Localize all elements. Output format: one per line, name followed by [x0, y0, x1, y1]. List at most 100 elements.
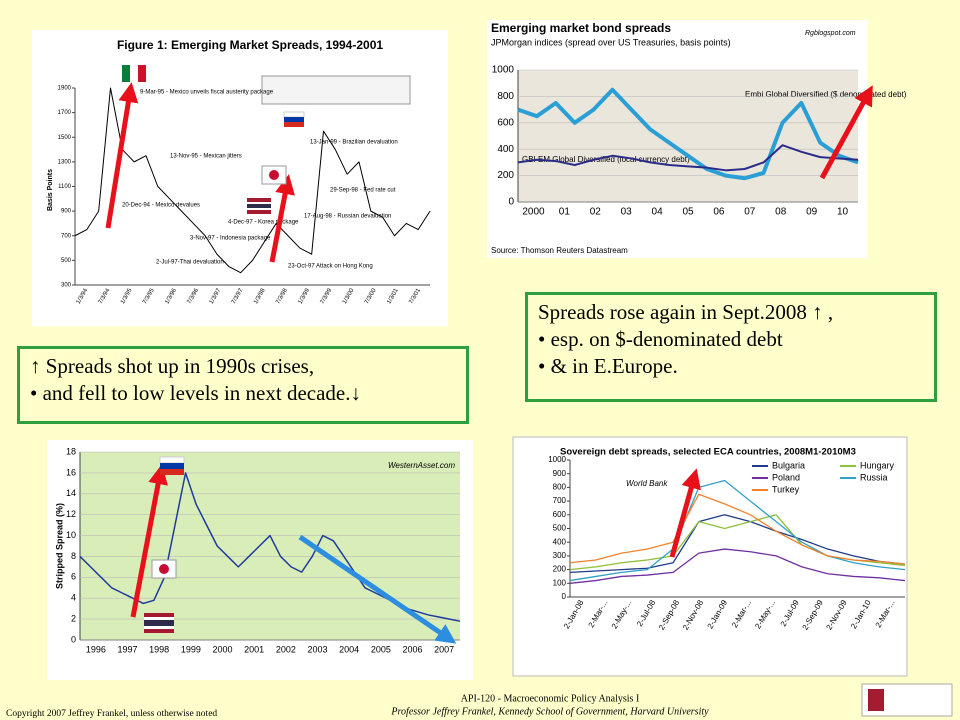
y-tick-label: 16 — [66, 467, 76, 477]
flag-mexico — [130, 65, 138, 82]
annotation: 13-Jan-99 - Brazilian devaluation — [310, 140, 398, 146]
text-line: • & in E.Europe. — [538, 354, 678, 378]
y-tick-label: 200 — [497, 170, 514, 181]
y-tick-label: 800 — [553, 483, 567, 492]
y-tick-label: 200 — [553, 565, 567, 574]
legend-label: Russia — [860, 472, 888, 482]
flag-mexico — [138, 65, 146, 82]
legend-label: Turkey — [772, 484, 800, 494]
y-tick-label: 0 — [71, 634, 76, 644]
y-tick-label: 1500 — [58, 135, 72, 141]
flag-korea — [269, 170, 279, 180]
annotation: 13-Nov-95 - Mexican jitters — [170, 154, 242, 160]
red-arrow — [105, 82, 139, 229]
y-tick-label: 6 — [71, 572, 76, 582]
series-line — [569, 548, 906, 584]
x-tick-label: 1996 — [86, 644, 106, 654]
x-tick-label: 2006 — [402, 644, 422, 654]
text-line: • and fell to low levels in next decade.… — [30, 381, 361, 405]
x-tick-label: 2003 — [307, 644, 327, 654]
series-line — [569, 479, 906, 582]
annotation: 17-Aug-98 - Russian devaluation — [304, 214, 391, 220]
x-tick-label: 02 — [590, 207, 602, 218]
annotation: 4-Dec-97 - Korea package — [228, 220, 299, 226]
flag-russia — [284, 117, 304, 122]
y-tick-label: 2 — [71, 613, 76, 623]
text-box: ↑ Spreads shot up in 1990s crises, • and… — [17, 346, 469, 424]
figure-2-label: Embi Global Diversified ($ denominated d… — [745, 90, 907, 99]
annotation: 29-Sep-98 - Fed rate cut — [330, 188, 396, 194]
text-line: ↑ Spreads shot up in 1990s crises, — [30, 354, 315, 378]
y-tick-label: 1300 — [58, 159, 72, 165]
legend-label: Bulgaria — [772, 460, 805, 470]
footer-professor: Professor Jeffrey Frankel, Kennedy Schoo… — [390, 706, 709, 717]
annotation: 2-Jul-97-Thai devaluation — [156, 260, 224, 266]
flag-korea — [159, 564, 169, 574]
university-logo — [868, 689, 884, 711]
y-tick-label: 600 — [553, 510, 567, 519]
x-tick-label: 2004 — [339, 644, 359, 654]
x-tick-label: 06 — [713, 207, 725, 218]
x-tick-label: 10 — [837, 207, 849, 218]
series-line — [569, 493, 906, 565]
flag-russia — [160, 463, 184, 469]
y-tick-label: 400 — [497, 144, 514, 155]
y-tick-label: 0 — [508, 197, 514, 208]
y-tick-label: 700 — [61, 233, 72, 239]
series-line — [74, 87, 431, 274]
red-arrow — [669, 468, 701, 558]
figure-1-inset — [261, 75, 411, 105]
figure-2-title: Emerging market bond spreads — [491, 21, 671, 35]
flag-russia — [284, 122, 304, 127]
red-arrow — [130, 464, 168, 618]
x-tick-label: 2007 — [434, 644, 454, 654]
text-line: • esp. on $-denominated debt — [538, 327, 783, 351]
legend-label: Poland — [772, 472, 800, 482]
annotation: 20-Dec-94 - Mexico devalues — [122, 203, 200, 209]
arrows — [105, 82, 873, 644]
figure-2-plot-bg — [518, 70, 858, 202]
x-tick-label: 2001 — [244, 644, 264, 654]
flag-russia — [283, 111, 305, 118]
flag-thailand — [144, 620, 174, 626]
series-line — [517, 87, 859, 181]
y-tick-label: 600 — [497, 117, 514, 128]
figure-3-credit: WesternAsset.com — [388, 461, 455, 470]
figure-2-credit: Rgblogspot.com — [805, 30, 856, 37]
y-tick-label: 400 — [553, 537, 567, 546]
legend-label: Hungary — [860, 460, 895, 470]
flag-russia — [159, 456, 185, 464]
figure-2-subtitle: JPMorgan indices (spread over US Treasur… — [491, 37, 731, 47]
x-tick-label: 2002 — [276, 644, 296, 654]
y-tick-label: 1000 — [492, 65, 515, 76]
y-tick-label: 900 — [553, 469, 567, 478]
flag-russia — [160, 469, 184, 475]
y-tick-label: 14 — [66, 488, 76, 498]
x-tick-label: 07 — [744, 207, 756, 218]
y-tick-label: 18 — [66, 446, 76, 456]
x-tick-label: 05 — [682, 207, 694, 218]
red-arrow — [269, 174, 295, 263]
series-line — [569, 514, 906, 573]
figure-4-credit: World Bank — [626, 479, 668, 488]
y-tick-label: 8 — [71, 551, 76, 561]
y-tick-label: 300 — [553, 551, 567, 560]
figure-4-title: Sovereign debt spreads, selected ECA cou… — [560, 447, 856, 458]
y-tick-label: 500 — [553, 524, 567, 533]
annotation: 3-Nov-97 - Indonesia package — [190, 236, 271, 242]
flag-mexico — [122, 65, 130, 82]
footer-course: API-120 - Macroeconomic Policy Analysis … — [461, 693, 640, 704]
y-tick-label: 10 — [66, 530, 76, 540]
x-tick-label: 2005 — [371, 644, 391, 654]
red-arrow — [819, 85, 873, 180]
x-tick-label: 1998 — [149, 644, 169, 654]
y-tick-label: 12 — [66, 509, 76, 519]
figure-1-title: Figure 1: Emerging Market Spreads, 1994-… — [117, 38, 383, 52]
x-tick-label: 2000 — [522, 207, 545, 218]
y-tick-label: 0 — [562, 592, 567, 601]
y-tick-label: 100 — [553, 578, 567, 587]
text-box: Spreads rose again in Sept.2008 ↑ , • es… — [525, 292, 937, 402]
x-tick-label: 08 — [775, 207, 787, 218]
